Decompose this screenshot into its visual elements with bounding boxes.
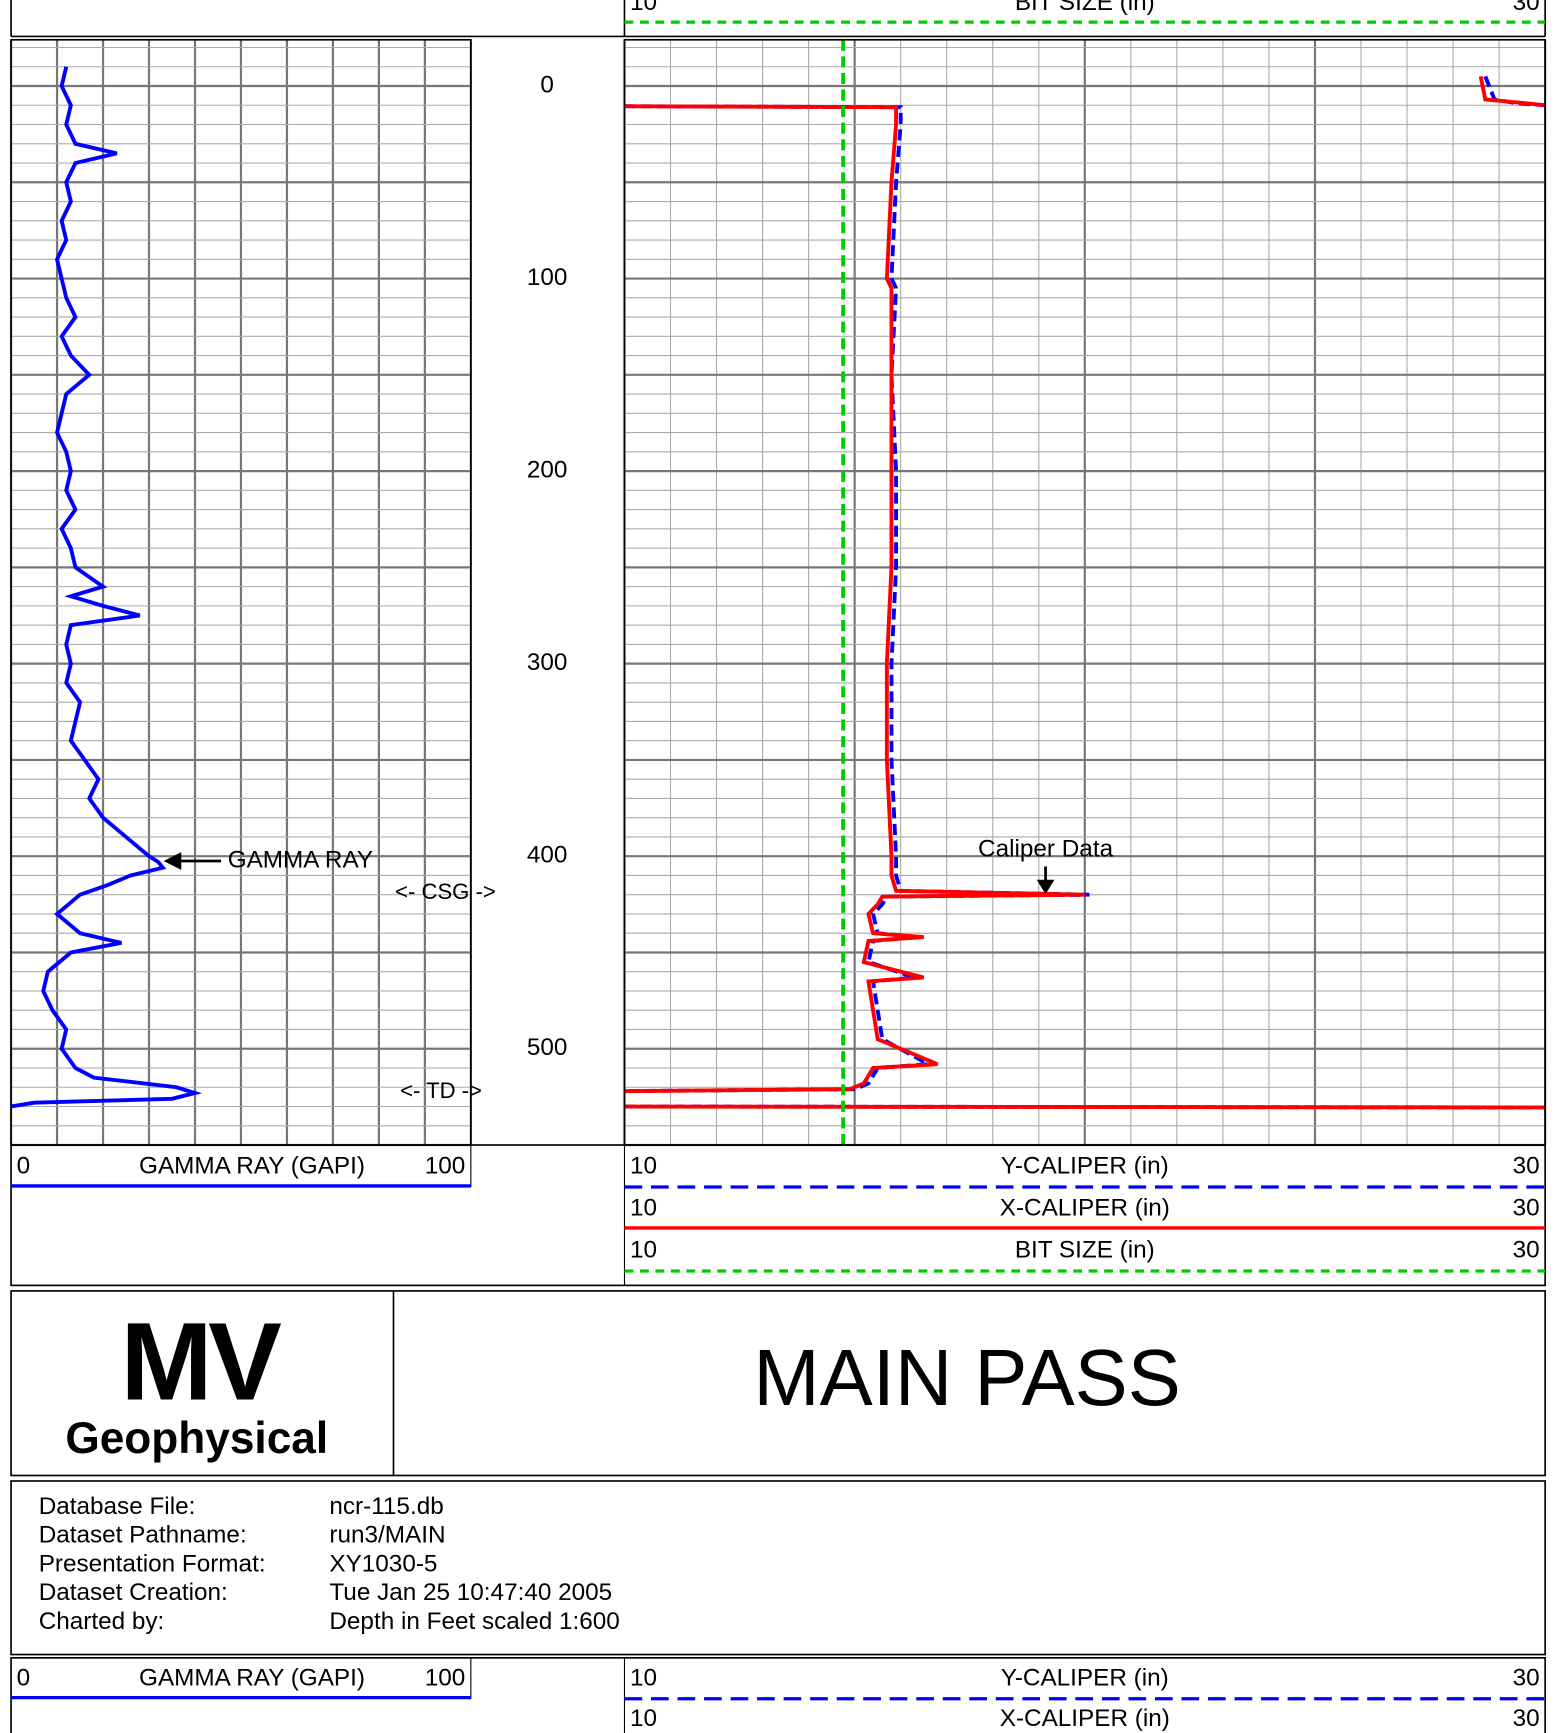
scale-name: X-CALIPER (in) [1000,1705,1170,1732]
scale-min: 0 [17,1153,31,1180]
scale-min: 10 [630,1237,657,1264]
scale-max: 30 [1513,1705,1540,1732]
depth-label: 100 [527,264,568,291]
annotation: <- CSG -> [395,879,496,904]
scale-min: 0 [17,1664,31,1691]
info-label: Dataset Pathname: [39,1522,247,1549]
frames [10,0,1546,1733]
annotation: GAMMA RAY [228,846,373,873]
scale-max: 30 [1513,1237,1540,1264]
scale-name: Y-CALIPER (in) [1001,1153,1169,1180]
arrow-head [1036,879,1055,895]
scale-min: 10 [630,1153,657,1180]
scale-name: Y-CALIPER (in) [1001,1664,1169,1691]
depth-label: 200 [527,457,568,484]
info-value: run3/MAIN [329,1522,445,1549]
scale-max: 30 [1513,1664,1540,1691]
curve-layer [11,39,1546,1146]
info-label: Presentation Format: [39,1550,266,1577]
curve [11,66,203,1109]
title: MAIN PASS [753,1333,1180,1422]
info-value: Tue Jan 25 10:47:40 2005 [329,1579,612,1606]
scale-min: 10 [630,1705,657,1732]
annotation: Caliper Data [978,835,1114,862]
info-frame [10,1480,1546,1656]
arrow-head [163,852,182,870]
footer-frame [10,1657,1546,1733]
scale-max: 30 [1513,1153,1540,1180]
info-label: Database File: [39,1493,196,1520]
depth-label: 500 [527,1034,568,1061]
scale-name: BIT SIZE (in) [1015,1237,1155,1264]
scale-max: 100 [425,1153,466,1180]
annotations: GAMMA RAY <- CSG -> <- TD -> Caliper Dat… [163,835,1114,1103]
depth-label: 400 [527,842,568,869]
scales: 10 BIT SIZE (in) 300 GAMMA RAY (GAPI) 100 10 Y… [11,0,1546,1732]
scale-name: X-CALIPER (in) [1000,1195,1170,1222]
scale-min: 10 [630,0,657,16]
grid-layer: 0 100 200 300 400 500 [9,39,1547,1147]
logo-mark: MV [120,1301,281,1424]
scale-name: GAMMA RAY (GAPI) [139,1153,365,1180]
curve [624,75,1546,1110]
info-value: XY1030-5 [329,1550,437,1577]
info-value: ncr-115.db [329,1493,443,1520]
info-label: Charted by: [39,1608,165,1635]
info: Database File: ncr-115.db Dataset Pathname… [39,1493,620,1635]
depth-label: 0 [540,71,554,98]
scale-max: 100 [425,1664,466,1691]
scale-min: 10 [630,1664,657,1691]
depth-label: 300 [527,649,568,676]
scale-max: 30 [1513,0,1540,16]
logo-text: Geophysical [65,1414,328,1463]
annotation: <- TD -> [400,1078,482,1103]
scale-min: 10 [630,1195,657,1222]
info-value: Depth in Feet scaled 1:600 [329,1608,619,1635]
scale-frame [10,1144,1546,1287]
info-label: Dataset Creation: [39,1579,228,1606]
scale-name: BIT SIZE (in) [1015,0,1155,16]
scale-max: 30 [1513,1195,1540,1222]
logo-frame [10,1290,1546,1477]
scale-name: GAMMA RAY (GAPI) [139,1664,365,1691]
